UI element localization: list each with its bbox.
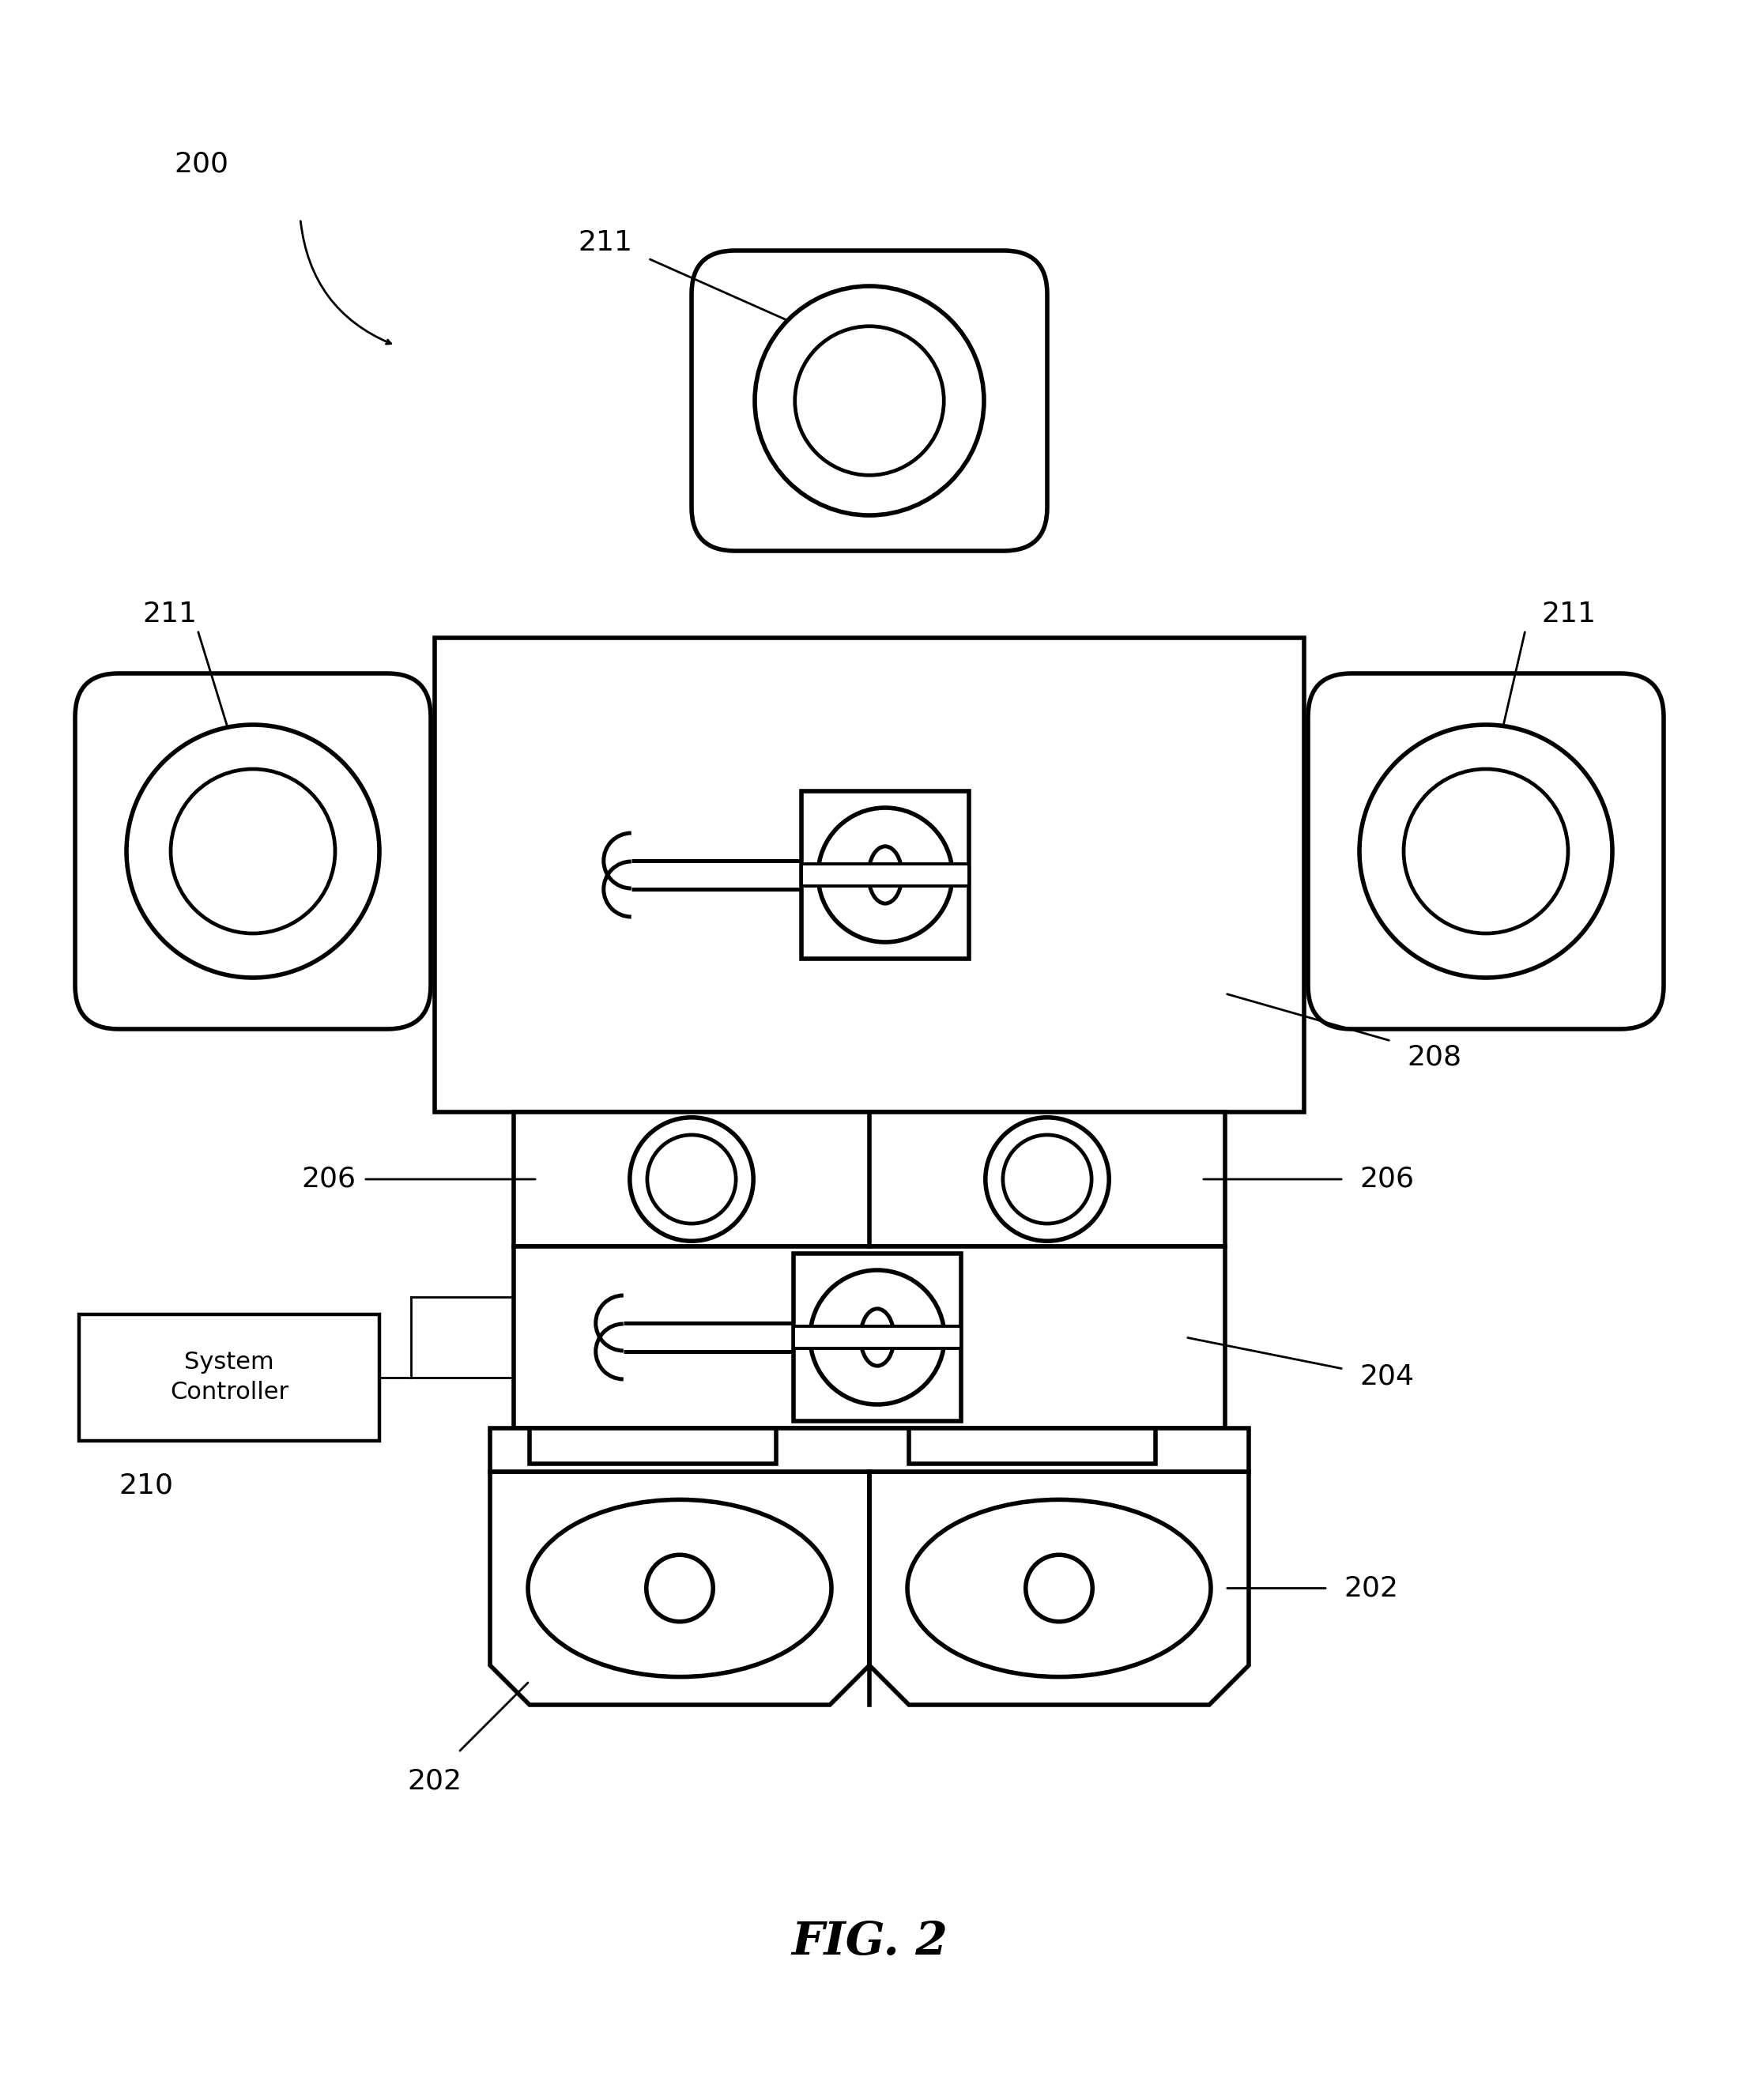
- Text: 210: 210: [119, 1472, 174, 1499]
- Text: 204: 204: [1359, 1363, 1415, 1390]
- Circle shape: [810, 1270, 945, 1405]
- Text: 206: 206: [302, 1166, 356, 1193]
- Circle shape: [629, 1117, 754, 1241]
- Circle shape: [756, 286, 983, 514]
- Text: 202: 202: [1343, 1575, 1399, 1602]
- FancyBboxPatch shape: [1308, 674, 1664, 1029]
- Bar: [491, 1428, 1248, 1472]
- Circle shape: [819, 809, 952, 943]
- Bar: [801, 865, 969, 886]
- Text: FIG. 2: FIG. 2: [791, 1919, 948, 1964]
- Bar: [435, 638, 1304, 1113]
- Text: 211: 211: [578, 229, 633, 256]
- Polygon shape: [869, 1472, 1248, 1705]
- Bar: [79, 1315, 379, 1441]
- Circle shape: [647, 1134, 736, 1224]
- Text: 202: 202: [407, 1768, 463, 1796]
- Circle shape: [1359, 724, 1613, 979]
- Text: System
Controller: System Controller: [170, 1350, 289, 1403]
- Text: 206: 206: [1359, 1166, 1415, 1193]
- Circle shape: [126, 724, 379, 979]
- FancyBboxPatch shape: [75, 674, 431, 1029]
- Bar: [794, 1327, 961, 1348]
- Bar: [514, 1113, 1225, 1247]
- Text: 200: 200: [174, 151, 228, 176]
- Ellipse shape: [908, 1499, 1211, 1676]
- Bar: [794, 1254, 961, 1422]
- Ellipse shape: [528, 1499, 831, 1676]
- Bar: [908, 1428, 1155, 1464]
- Text: 211: 211: [1541, 601, 1595, 628]
- Bar: [514, 1247, 1225, 1428]
- Ellipse shape: [861, 1308, 894, 1365]
- Circle shape: [985, 1117, 1110, 1241]
- Text: 208: 208: [1408, 1044, 1462, 1071]
- Circle shape: [170, 769, 335, 932]
- Circle shape: [794, 326, 943, 475]
- Circle shape: [1003, 1134, 1092, 1224]
- Circle shape: [1404, 769, 1567, 932]
- Bar: [529, 1428, 777, 1464]
- Bar: [801, 792, 969, 960]
- Polygon shape: [491, 1472, 869, 1705]
- Circle shape: [1026, 1554, 1092, 1621]
- Circle shape: [647, 1554, 713, 1621]
- FancyBboxPatch shape: [691, 250, 1047, 550]
- Ellipse shape: [868, 846, 903, 903]
- Text: 211: 211: [142, 601, 196, 628]
